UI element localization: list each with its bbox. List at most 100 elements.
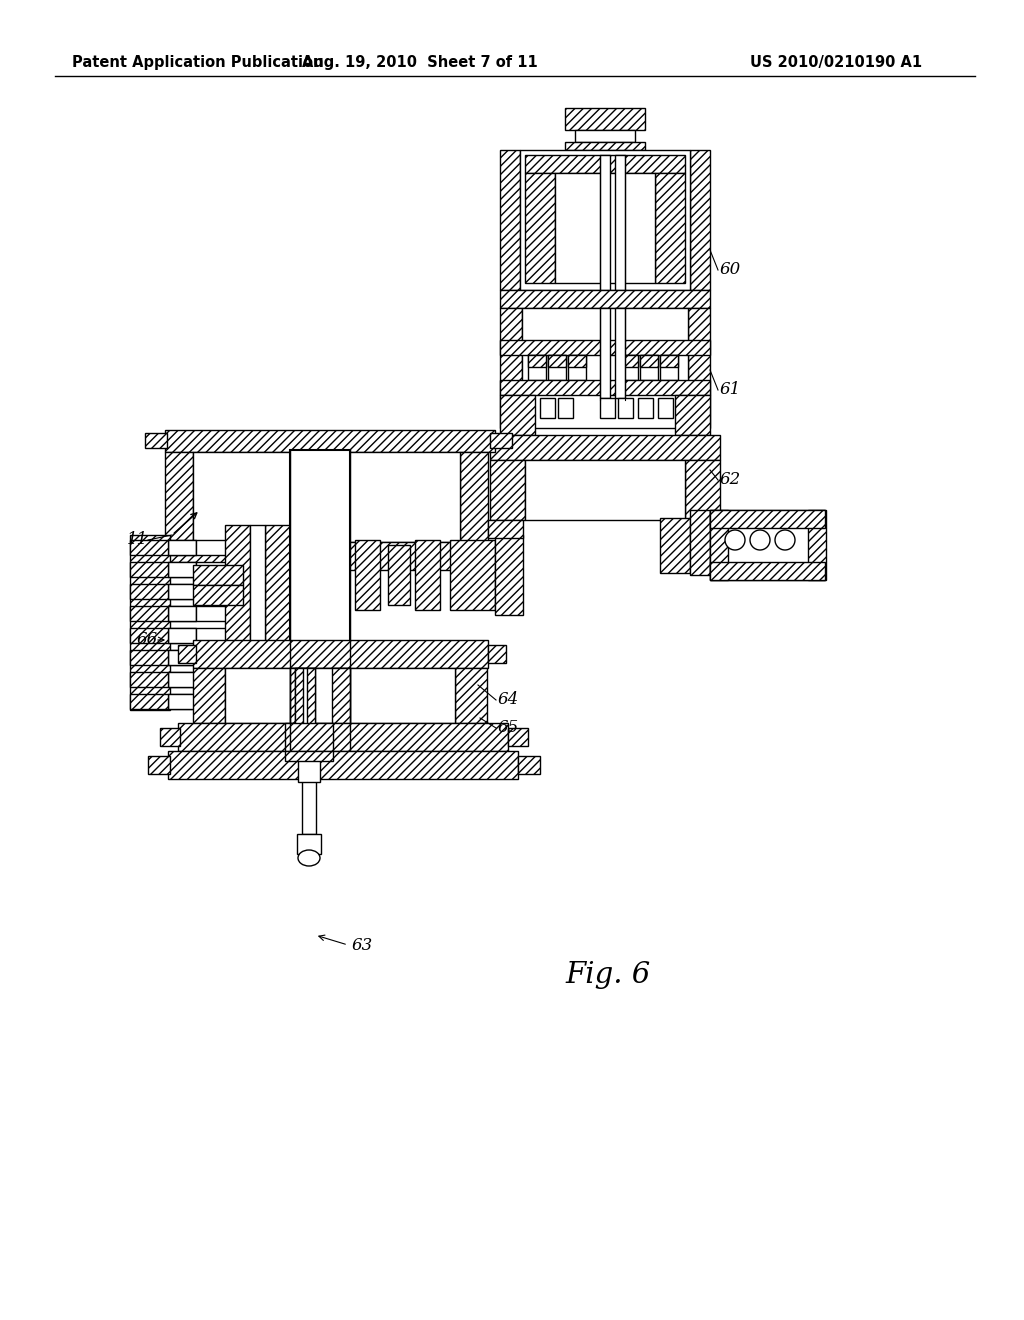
Bar <box>525 459 685 520</box>
Bar <box>265 525 290 715</box>
Bar <box>660 355 678 380</box>
Bar <box>415 540 440 610</box>
Bar <box>500 150 520 290</box>
Bar <box>168 628 196 643</box>
Bar <box>522 308 688 428</box>
Bar <box>168 672 196 686</box>
Bar <box>498 548 516 564</box>
Bar <box>140 548 158 564</box>
Bar <box>225 525 250 715</box>
Bar <box>130 628 168 643</box>
Bar <box>690 150 710 290</box>
Bar <box>565 108 645 129</box>
Bar <box>690 510 710 576</box>
Bar <box>178 645 196 663</box>
Bar <box>568 355 586 367</box>
Bar <box>168 628 196 643</box>
Bar <box>196 628 226 643</box>
Bar <box>490 459 525 520</box>
Bar <box>508 729 528 746</box>
Bar <box>618 399 633 418</box>
Bar <box>660 355 678 367</box>
Bar <box>168 606 196 620</box>
Text: 63: 63 <box>352 936 374 953</box>
Bar <box>710 562 825 579</box>
Bar <box>225 668 455 723</box>
Text: 62: 62 <box>720 471 741 488</box>
Bar <box>710 510 728 579</box>
Bar <box>688 308 710 428</box>
Bar <box>808 510 826 579</box>
Circle shape <box>775 531 795 550</box>
Bar <box>500 380 710 395</box>
Bar <box>615 154 625 290</box>
Bar <box>500 341 710 355</box>
Bar <box>168 540 196 554</box>
Bar <box>193 565 243 585</box>
Bar <box>155 543 500 570</box>
Bar <box>568 355 586 380</box>
Bar <box>196 540 226 554</box>
Bar <box>528 355 546 380</box>
Bar <box>640 355 658 367</box>
Bar <box>130 535 170 710</box>
Text: Aug. 19, 2010  Sheet 7 of 11: Aug. 19, 2010 Sheet 7 of 11 <box>302 54 538 70</box>
Bar <box>290 668 350 723</box>
Bar <box>655 173 685 282</box>
Text: Fig. 6: Fig. 6 <box>565 961 650 989</box>
Bar <box>620 355 638 367</box>
Bar <box>640 355 658 380</box>
Bar <box>658 399 673 418</box>
Bar <box>388 545 410 605</box>
Bar <box>620 355 638 380</box>
Text: 61: 61 <box>720 381 741 399</box>
Bar <box>196 606 226 620</box>
Bar <box>528 355 546 367</box>
Bar <box>525 173 555 282</box>
Bar <box>615 308 625 399</box>
Bar <box>168 694 196 709</box>
Bar <box>168 606 196 620</box>
Text: Patent Application Publication: Patent Application Publication <box>72 54 324 70</box>
Bar <box>302 779 316 834</box>
Bar <box>555 173 655 282</box>
Bar <box>168 583 196 599</box>
Bar <box>168 540 196 554</box>
Bar <box>355 540 380 610</box>
Bar <box>130 583 168 599</box>
Bar <box>600 154 610 290</box>
Bar <box>295 668 303 752</box>
Bar <box>168 562 196 577</box>
Bar <box>168 751 518 779</box>
Bar <box>638 399 653 418</box>
Text: 64: 64 <box>498 692 519 709</box>
Bar <box>297 834 321 854</box>
Text: 11: 11 <box>127 532 148 549</box>
Bar <box>455 668 487 723</box>
Bar <box>495 535 523 615</box>
Bar <box>600 399 615 418</box>
Bar <box>500 290 710 308</box>
Bar <box>168 583 196 599</box>
Bar <box>565 143 645 150</box>
Bar <box>285 751 333 762</box>
Bar <box>298 750 319 781</box>
Bar <box>168 649 196 665</box>
Bar <box>148 756 170 774</box>
Bar <box>460 451 488 543</box>
Bar <box>196 649 226 665</box>
Bar <box>160 729 180 746</box>
Bar <box>575 129 635 143</box>
Bar <box>660 517 690 573</box>
Bar <box>130 694 168 709</box>
Bar <box>290 450 350 750</box>
Bar <box>332 668 350 723</box>
Bar <box>518 756 540 774</box>
Bar <box>500 395 535 436</box>
Bar <box>165 430 495 451</box>
Bar <box>600 308 610 399</box>
Bar <box>178 723 508 751</box>
Bar <box>165 451 193 543</box>
Bar <box>193 668 225 723</box>
Bar <box>130 672 168 686</box>
